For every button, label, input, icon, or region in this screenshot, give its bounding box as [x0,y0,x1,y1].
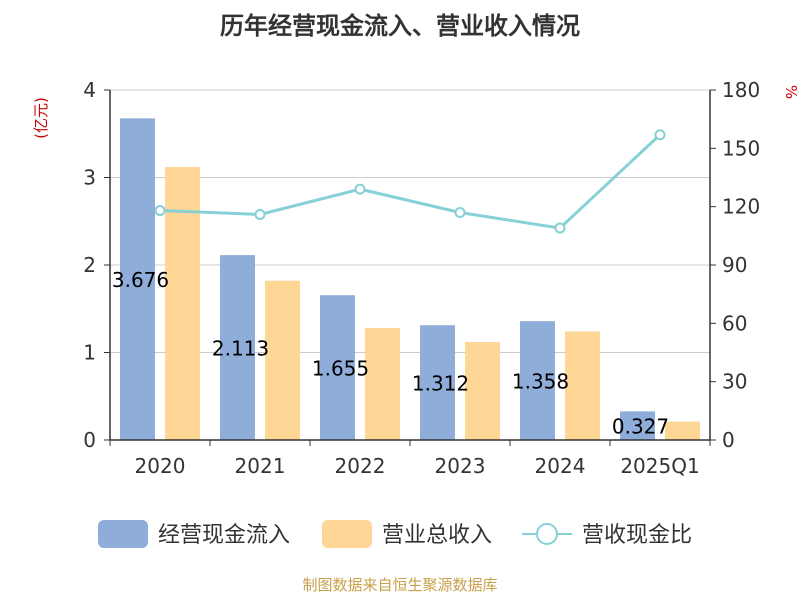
y-right-tick-label: 60 [722,311,747,335]
revenue-bar [165,167,200,440]
x-tick-label: 2025Q1 [620,454,699,478]
y-left-tick-label: 4 [83,78,96,102]
x-tick-label: 2022 [335,454,386,478]
ratio-point [354,183,366,195]
y-left-tick-label: 2 [83,253,96,277]
cash-inflow-data-label: 2.113 [212,337,269,361]
ratio-point [254,208,266,220]
revenue-bar [365,328,400,440]
y-right-tick-label: 120 [722,195,760,219]
legend-revenue-swatch [322,520,372,548]
y-right-axis-label: % [782,85,800,99]
y-right-tick-label: 30 [722,370,747,394]
cash-inflow-bar [120,118,155,440]
chart-title: 历年经营现金流入、营业收入情况 [220,12,580,40]
x-tick-label: 2024 [535,454,586,478]
y-left-tick-label: 1 [83,341,96,365]
cash-inflow-bar [420,325,455,440]
cash-inflow-data-label: 1.358 [512,370,569,394]
cash-inflow-data-label: 0.327 [612,415,669,439]
cash-inflow-bar [520,321,555,440]
y-right-tick-label: 150 [722,136,760,160]
revenue-bar [265,280,300,440]
legend-label: 营收现金比 [582,523,692,548]
y-left-tick-label: 0 [83,428,96,452]
cash-inflow-bar [320,295,355,440]
line-layer [154,129,666,234]
y-right-tick-label: 180 [722,78,760,102]
label-layer: 3.676 2.113 1.655 1.312 1.358 0.327 [112,268,669,439]
revenue-bar [565,331,600,440]
bar-layer [120,118,700,440]
cash-inflow-data-label: 1.655 [312,357,369,381]
grid-layer [110,89,710,353]
legend: 经营现金流入 营业总收入 营收现金比 [98,520,692,548]
cash-inflow-data-label: 1.312 [412,372,469,396]
x-tick-label: 2023 [435,454,486,478]
y-left-axis-label: (亿元) [32,97,50,139]
footer-source: 制图数据来自恒生聚源数据库 [302,576,497,594]
cash-inflow-bar [620,411,655,440]
y-right-tick-label: 90 [722,253,747,277]
ratio-point [454,207,466,218]
legend-cash-inflow-swatch [98,520,148,548]
axis-layer: 0 1 2 3 4 0 30 60 90 120 150 180 2020 2021 2022 2023 202… [83,78,760,478]
cash-inflow-data-label: 3.676 [112,268,169,292]
y-right-tick-label: 0 [722,428,735,452]
legend-ratio-marker [536,523,558,545]
revenue-bar [465,342,500,440]
y-left-tick-label: 3 [83,166,96,190]
legend-label: 营业总收入 [382,523,492,548]
ratio-line [159,133,662,230]
revenue-bar [665,421,700,440]
ratio-point [154,205,166,217]
legend-label: 经营现金流入 [158,523,290,548]
x-tick-label: 2020 [135,454,186,478]
x-tick-label: 2021 [235,454,286,478]
ratio-point [654,129,666,141]
ratio-point [554,222,566,234]
cash-inflow-bar [220,255,255,440]
